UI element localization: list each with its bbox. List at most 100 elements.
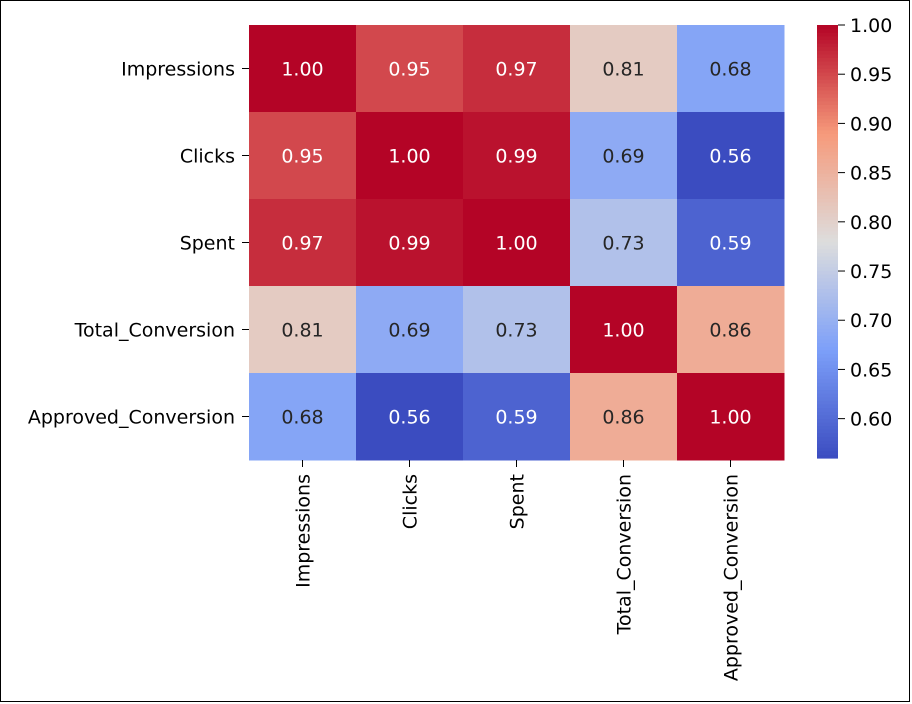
colorbar-segment: [817, 270, 838, 275]
colorbar-segment: [817, 93, 838, 98]
x-axis-tick-labels: Impressions Clicks Spent Total_Conversion Ap…: [293, 460, 743, 681]
cell-value-label: 0.95: [388, 59, 430, 81]
colorbar-segment: [817, 165, 838, 170]
colorbar-segment: [817, 35, 838, 41]
heatmap-cell: [570, 286, 678, 374]
colorbar-segment: [817, 425, 838, 430]
colorbar-segment: [817, 129, 838, 134]
colorbar-segment: [817, 241, 838, 246]
colorbar-segment: [817, 61, 838, 66]
heatmap-cell: [356, 199, 464, 287]
colorbar-segment: [817, 133, 838, 138]
cell-value-label: 0.95: [281, 146, 323, 168]
colorbar-segment: [817, 53, 838, 59]
cell-value-label: 0.69: [388, 320, 430, 342]
heatmap-cell: [463, 373, 571, 461]
colorbar-segment: [817, 140, 838, 145]
colorbar-segment: [817, 356, 838, 362]
colorbar-segment: [817, 28, 838, 33]
colorbar-segment: [817, 450, 838, 455]
colorbar-tick-label: 0.70: [850, 310, 892, 332]
colorbar-segment: [817, 25, 838, 30]
cell-value-label: 0.68: [709, 59, 751, 81]
colorbar-segment: [817, 439, 838, 445]
colorbar-segment: [817, 172, 838, 178]
colorbar-segment: [817, 436, 838, 441]
colorbar-segment: [817, 367, 838, 372]
colorbar-segment: [817, 360, 838, 365]
y-tick-label: Spent: [180, 233, 235, 255]
heatmap-cell: [570, 373, 678, 461]
x-tick-label: Clicks: [400, 474, 422, 529]
colorbar-segment: [817, 43, 838, 48]
colorbar-segment: [817, 209, 838, 214]
colorbar-segment: [817, 212, 838, 217]
cell-value-label: 1.00: [281, 59, 323, 81]
cell-value-label: 0.68: [281, 407, 323, 429]
colorbar-segment: [817, 324, 838, 329]
colorbar-segment: [817, 331, 838, 336]
colorbar-segment: [817, 50, 838, 55]
colorbar-segment: [817, 407, 838, 412]
colorbar-segment: [817, 281, 838, 286]
colorbar-segment: [817, 126, 838, 131]
cell-value-label: 1.00: [388, 146, 430, 168]
heatmap-cell: [570, 112, 678, 200]
colorbar-segment: [817, 277, 838, 282]
colorbar-segment: [817, 389, 838, 394]
cell-value-label: 0.86: [709, 320, 751, 342]
colorbar-segment: [817, 194, 838, 199]
colorbar-segment: [817, 46, 838, 51]
heatmap-cell: [463, 199, 571, 287]
colorbar-segment: [817, 64, 838, 69]
cell-value-label: 0.59: [495, 407, 537, 429]
colorbar-segment: [817, 237, 838, 243]
colorbar-segment: [817, 169, 838, 174]
colorbar-segment: [817, 385, 838, 391]
colorbar-segment: [817, 198, 838, 203]
x-tick-label: Impressions: [293, 474, 315, 588]
heatmap-cell: [249, 373, 357, 461]
colorbar-segment: [817, 115, 838, 120]
heatmap-cell: [249, 25, 357, 113]
heatmap-cell: [463, 112, 571, 200]
colorbar-segment: [817, 245, 838, 250]
colorbar-segment: [817, 313, 838, 318]
heatmap-cell: [570, 199, 678, 287]
colorbar-segment: [817, 255, 838, 261]
heatmap-cell: [249, 286, 357, 374]
cell-value-label: 0.97: [281, 233, 323, 255]
colorbar-segment: [817, 353, 838, 358]
heatmap-cell: [677, 25, 785, 113]
colorbar-segment: [817, 349, 838, 354]
colorbar-segment: [817, 306, 838, 311]
colorbar-segment: [817, 378, 838, 383]
heatmap-cell: [463, 286, 571, 374]
colorbar-segment: [817, 223, 838, 228]
heatmap-cell: [356, 373, 464, 461]
heatmap-cell: [463, 25, 571, 113]
x-tick-label: Total_Conversion: [614, 474, 636, 635]
colorbar-segment: [817, 266, 838, 271]
colorbar-segment: [817, 273, 838, 279]
colorbar-segment: [817, 295, 838, 300]
colorbar-segment: [817, 216, 838, 221]
x-tick-label: Approved_Conversion: [721, 474, 743, 681]
colorbar-segment: [817, 371, 838, 376]
cell-value-label: 1.00: [709, 407, 751, 429]
colorbar-tick-label: 0.95: [850, 64, 892, 86]
colorbar-segment: [817, 111, 838, 116]
colorbar-segment: [817, 375, 838, 380]
colorbar-segment: [817, 154, 838, 160]
colorbar-segment: [817, 234, 838, 239]
colorbar-segment: [817, 346, 838, 351]
colorbar-segment: [817, 393, 838, 398]
cell-value-label: 0.99: [388, 233, 430, 255]
colorbar-segment: [817, 118, 838, 124]
colorbar-segment: [817, 190, 838, 196]
colorbar-segment: [817, 447, 838, 452]
colorbar-tick-label: 1.00: [850, 15, 892, 37]
heatmap-cell: [677, 199, 785, 287]
colorbar-segment: [817, 176, 838, 181]
